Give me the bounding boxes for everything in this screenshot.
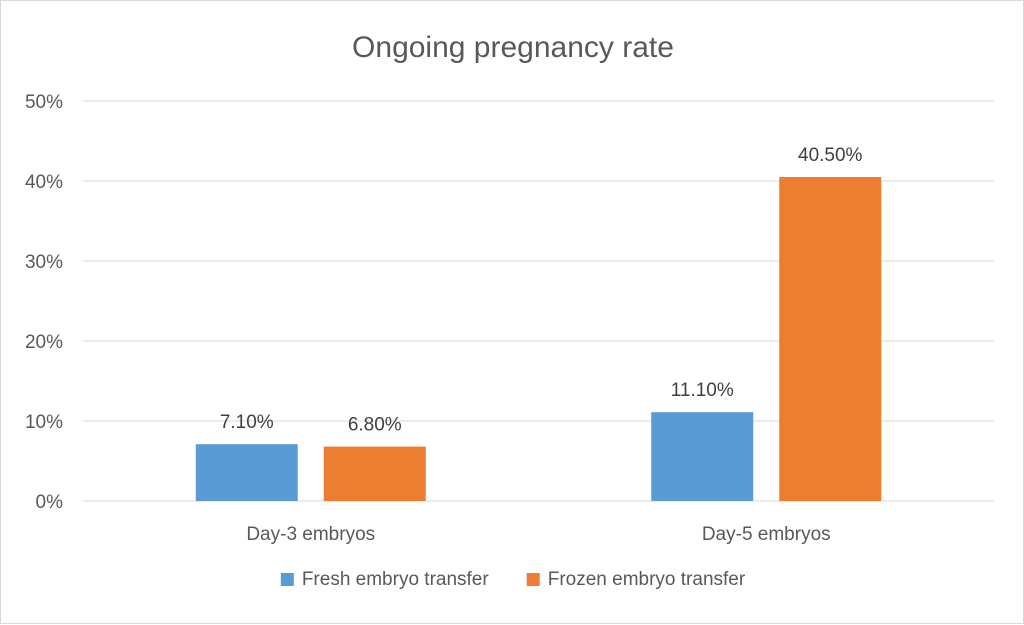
- data-label: 40.50%: [798, 145, 863, 166]
- x-axis-categories: Day-3 embryos Day-5 embryos: [246, 524, 830, 545]
- chart-title: Ongoing pregnancy rate: [352, 31, 674, 64]
- bar: [323, 446, 426, 501]
- y-tick-label: 0%: [36, 492, 64, 513]
- x-category-label: Day-3 embryos: [246, 524, 375, 545]
- legend-label: Frozen embryo transfer: [548, 569, 746, 590]
- data-label: 7.10%: [220, 412, 274, 433]
- legend-swatch: [280, 573, 294, 586]
- legend-item: Frozen embryo transfer: [526, 569, 746, 590]
- x-category-label: Day-5 embryos: [702, 524, 831, 545]
- y-tick-label: 40%: [25, 172, 63, 193]
- bars: [195, 177, 882, 501]
- y-tick-label: 20%: [25, 332, 63, 353]
- y-tick-label: 50%: [25, 92, 63, 113]
- legend: Fresh embryo transfer Frozen embryo trans…: [280, 569, 746, 590]
- legend-swatch: [526, 573, 540, 586]
- y-tick-label: 10%: [25, 412, 63, 433]
- y-tick-label: 30%: [25, 252, 63, 273]
- legend-item: Fresh embryo transfer: [280, 569, 490, 590]
- data-label: 11.10%: [671, 380, 734, 401]
- y-axis-ticks: 0% 10% 20% 30% 40% 50%: [25, 92, 63, 513]
- legend-label: Fresh embryo transfer: [302, 569, 490, 590]
- data-label: 6.80%: [348, 415, 402, 436]
- bar: [779, 177, 882, 501]
- data-labels: 7.10% 6.80% 11.10% 40.50%: [220, 145, 863, 436]
- bar: [651, 412, 754, 501]
- bar: [195, 444, 298, 501]
